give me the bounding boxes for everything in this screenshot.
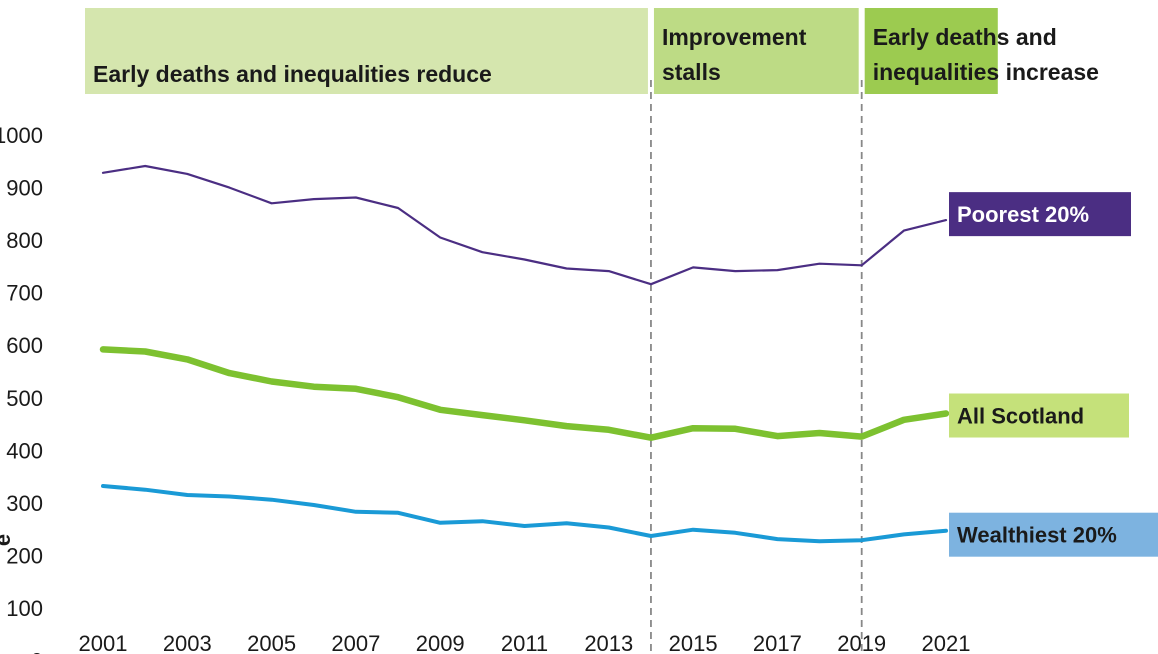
x-tick-label: 2019: [837, 631, 886, 654]
axes: 0 100 200 300 400 500 600 700 800 900 1000 2001 2003…: [0, 123, 970, 654]
y-tick-label: 100: [6, 596, 43, 621]
series-label-all-scotland: All Scotland: [957, 404, 1084, 429]
series-lines: [99, 164, 950, 544]
series-label-box-all-scotland: [949, 393, 1129, 438]
x-tick-label: 2007: [331, 631, 380, 654]
series-line-all-scotland: [99, 346, 950, 441]
x-tick-label: 2001: [79, 631, 128, 654]
y-tick-label: 200: [6, 543, 43, 568]
series-label-poorest-20: Poorest 20%: [957, 202, 1089, 227]
y-tick-label: 0: [31, 649, 43, 654]
period-band-3: [864, 8, 998, 94]
x-tick-label: 2003: [163, 631, 212, 654]
y-tick-label: 500: [6, 386, 43, 411]
period-dividers: [650, 80, 863, 654]
period-label-3-line-1: Early deaths and: [873, 24, 1057, 50]
y-axis-label-fragment: er: [0, 534, 15, 576]
y-axis-label-fragment-1: e: [0, 534, 15, 546]
y-tick-label: 700: [6, 281, 43, 306]
x-tick-label: 2005: [247, 631, 296, 654]
y-tick-label: 400: [6, 438, 43, 463]
period-bands: Early deaths and inequalities reduce Impr…: [85, 8, 1099, 94]
y-tick-label: 300: [6, 491, 43, 516]
series-line-wealthiest-20: [101, 484, 948, 544]
y-tick-label: 600: [6, 333, 43, 358]
series-label-box-wealthiest-20: [949, 512, 1158, 557]
period-band-2: [653, 8, 859, 94]
y-axis-label-fragment-2: r: [0, 567, 3, 576]
period-band-1: [85, 8, 648, 94]
series-labels: Poorest 20% All Scotland Wealthiest 20%: [949, 192, 1158, 557]
y-tick-label: 900: [6, 176, 43, 201]
period-label-2-line-1: Improvement: [662, 24, 807, 50]
period-label-3-line-2: inequalities increase: [873, 59, 1099, 85]
series-label-wealthiest-20: Wealthiest 20%: [957, 523, 1117, 548]
x-tick-label: 2015: [669, 631, 718, 654]
y-tick-label: 1000: [0, 123, 43, 148]
series-line-poorest-20: [101, 164, 948, 286]
x-tick-label: 2017: [753, 631, 802, 654]
x-tick-label: 2021: [922, 631, 971, 654]
series-label-box-poorest-20: [949, 192, 1131, 237]
period-label-1-line-1: Early deaths and inequalities reduce: [93, 61, 492, 87]
y-tick-label: 800: [6, 228, 43, 253]
x-tick-label: 2011: [501, 631, 548, 654]
x-tick-label: 2013: [584, 631, 633, 654]
x-tick-label: 2009: [416, 631, 465, 654]
period-label-2-line-2: stalls: [662, 59, 721, 85]
